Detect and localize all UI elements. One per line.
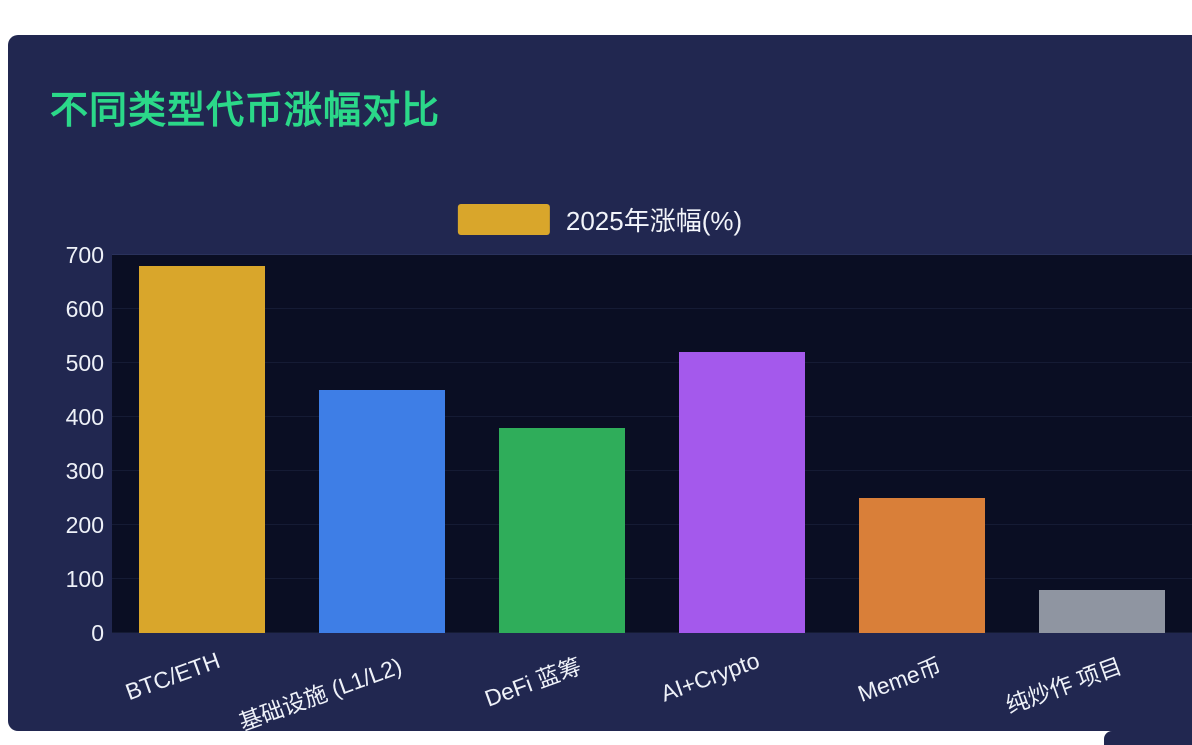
bar-1 bbox=[319, 390, 445, 633]
y-axis-tick-label: 300 bbox=[65, 458, 104, 484]
next-card-edge bbox=[1104, 731, 1192, 745]
y-axis-tick-label: 200 bbox=[65, 512, 104, 538]
x-axis: BTC/ETH 基础设施 (L1/L2) DeFi 蓝筹 AI+Crypto Meme币… bbox=[112, 647, 1192, 736]
gridline bbox=[112, 470, 1192, 471]
y-axis-tick-label: 500 bbox=[65, 350, 104, 376]
y-axis-tick-label: 600 bbox=[65, 296, 104, 322]
gridline bbox=[112, 308, 1192, 309]
bar-0 bbox=[139, 265, 265, 633]
y-axis-tick-label: 0 bbox=[91, 620, 104, 646]
bar-2 bbox=[499, 427, 625, 633]
legend-label: 2025年涨幅(%) bbox=[565, 206, 743, 236]
x-axis-category-label: BTC/ETH bbox=[121, 647, 223, 706]
gridline bbox=[112, 254, 1192, 255]
gridline bbox=[112, 632, 1192, 633]
y-axis-tick-label: 700 bbox=[65, 242, 104, 268]
x-axis-category-label: Meme币 bbox=[854, 652, 945, 707]
chart-title: 不同类型代币涨幅对比 bbox=[50, 90, 441, 132]
bar-3 bbox=[679, 352, 805, 633]
legend[interactable]: 2025年涨幅(%) bbox=[457, 201, 743, 238]
x-axis-category-label: DeFi 蓝筹 bbox=[481, 652, 585, 712]
bar-4 bbox=[859, 498, 985, 633]
dashboard-card: 不同类型代币涨幅对比 2025年涨幅(%) 0 100 200 300 400 500 60… bbox=[8, 35, 1192, 736]
x-axis-category-label: 纯炒作 项目 bbox=[1001, 652, 1125, 719]
y-axis: 0 100 200 300 400 500 600 700 bbox=[30, 242, 104, 646]
bar-5 bbox=[1039, 589, 1165, 633]
plot-area bbox=[112, 254, 1192, 633]
x-axis-category-label: 基础设施 (L1/L2) bbox=[235, 652, 405, 736]
gridline bbox=[112, 362, 1192, 363]
gridline bbox=[112, 578, 1192, 579]
gridline bbox=[112, 416, 1192, 417]
y-axis-tick-label: 100 bbox=[65, 566, 104, 592]
y-axis-tick-label: 400 bbox=[65, 404, 104, 430]
legend-swatch bbox=[457, 204, 550, 235]
x-axis-category-label: AI+Crypto bbox=[657, 647, 763, 707]
gridline bbox=[112, 524, 1192, 525]
